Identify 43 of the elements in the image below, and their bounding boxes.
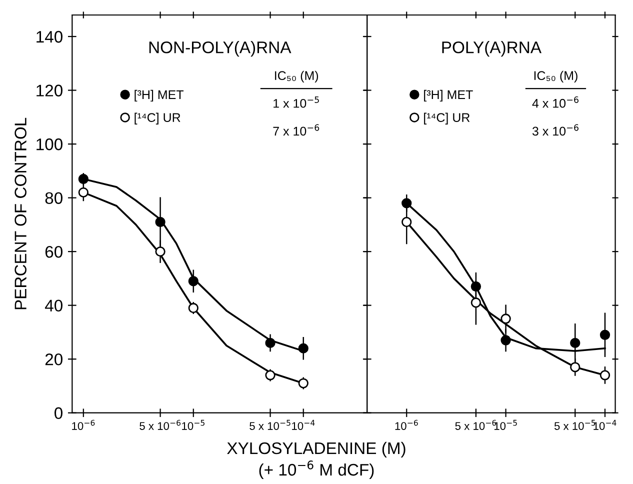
legend-label: [³H] MET	[134, 90, 184, 102]
text: NON-POLY(A)RNA	[149, 41, 292, 57]
annotation: 3 x 10$^{−6}$	[532, 124, 578, 136]
point	[188, 276, 198, 286]
x-tick-label: 10$^{−4}$	[594, 420, 616, 430]
x-tick-label: 5 x 10$^{−6}$	[140, 420, 181, 430]
x-tick-label: 10$^{−5}$	[182, 420, 204, 430]
y-tick-label: 40	[44, 300, 62, 312]
y-tick-label: 140	[36, 30, 62, 43]
x-tick-label: 10$^{−6}$	[72, 420, 95, 430]
point	[402, 216, 412, 228]
legend-label: [³H] MET	[424, 90, 473, 102]
legend-label: [¹⁴C] UR	[424, 112, 470, 124]
point	[78, 187, 89, 198]
point	[402, 198, 412, 208]
legend-label: [¹⁴C] UR	[134, 112, 180, 124]
y-tick-label: 0	[54, 407, 62, 420]
point	[600, 330, 610, 340]
annotation: IC₅₀ (M)	[275, 70, 318, 82]
x-tick-label: 10$^{−4}$	[292, 420, 315, 430]
y-axis-title: PERCENT OF CONTROL	[14, 118, 26, 310]
point	[500, 335, 511, 346]
annotation: IC₅₀ (M)	[534, 70, 578, 82]
x-tick-label: 5 x 10$^{−5}$	[250, 420, 290, 430]
x-tick-label: 5 x 10$^{−5}$	[554, 420, 596, 430]
annotation: 1 x 10$^{−5}$	[274, 96, 319, 108]
y-tick-label: 100	[36, 138, 62, 150]
point	[500, 314, 511, 324]
text: POLY(A)RNA	[442, 41, 542, 57]
x-tick-label: 5 x 10$^{−6}$	[455, 420, 496, 430]
x-tick-label: 10$^{−6}$	[395, 420, 418, 430]
x-axis-title: XYLOSYLADENINE (M) (+ 10$^{−6}$ M dCF)	[227, 442, 406, 479]
y-tick-label: 80	[45, 192, 62, 204]
point	[188, 302, 198, 314]
annotation: 7 x 10$^{−6}$	[273, 124, 320, 136]
y-tick-label: 120	[36, 84, 62, 96]
point	[600, 370, 610, 380]
point	[298, 343, 308, 354]
x-tick-label: 10$^{−5}$	[494, 420, 517, 430]
annotation: 4 x 10$^{−6}$	[532, 96, 578, 108]
y-tick-label: 60	[45, 246, 62, 258]
point	[298, 378, 308, 388]
y-tick-label: 20	[45, 353, 62, 366]
